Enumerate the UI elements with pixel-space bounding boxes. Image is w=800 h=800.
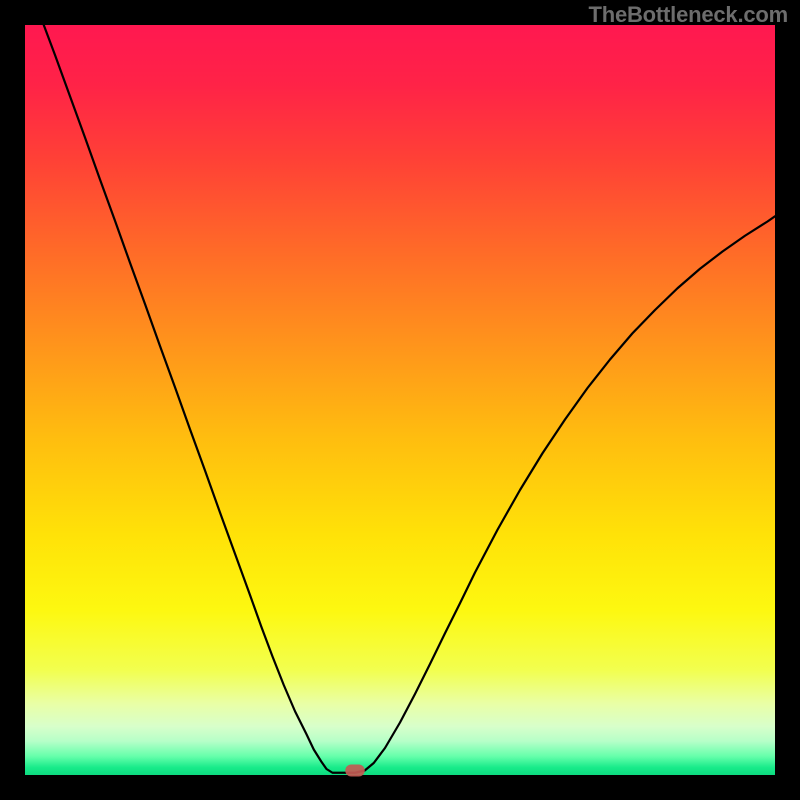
watermark-text: TheBottleneck.com <box>588 2 788 28</box>
plot-background <box>25 25 775 775</box>
optimal-point-marker <box>345 765 365 777</box>
bottleneck-chart <box>0 0 800 800</box>
chart-frame: TheBottleneck.com <box>0 0 800 800</box>
